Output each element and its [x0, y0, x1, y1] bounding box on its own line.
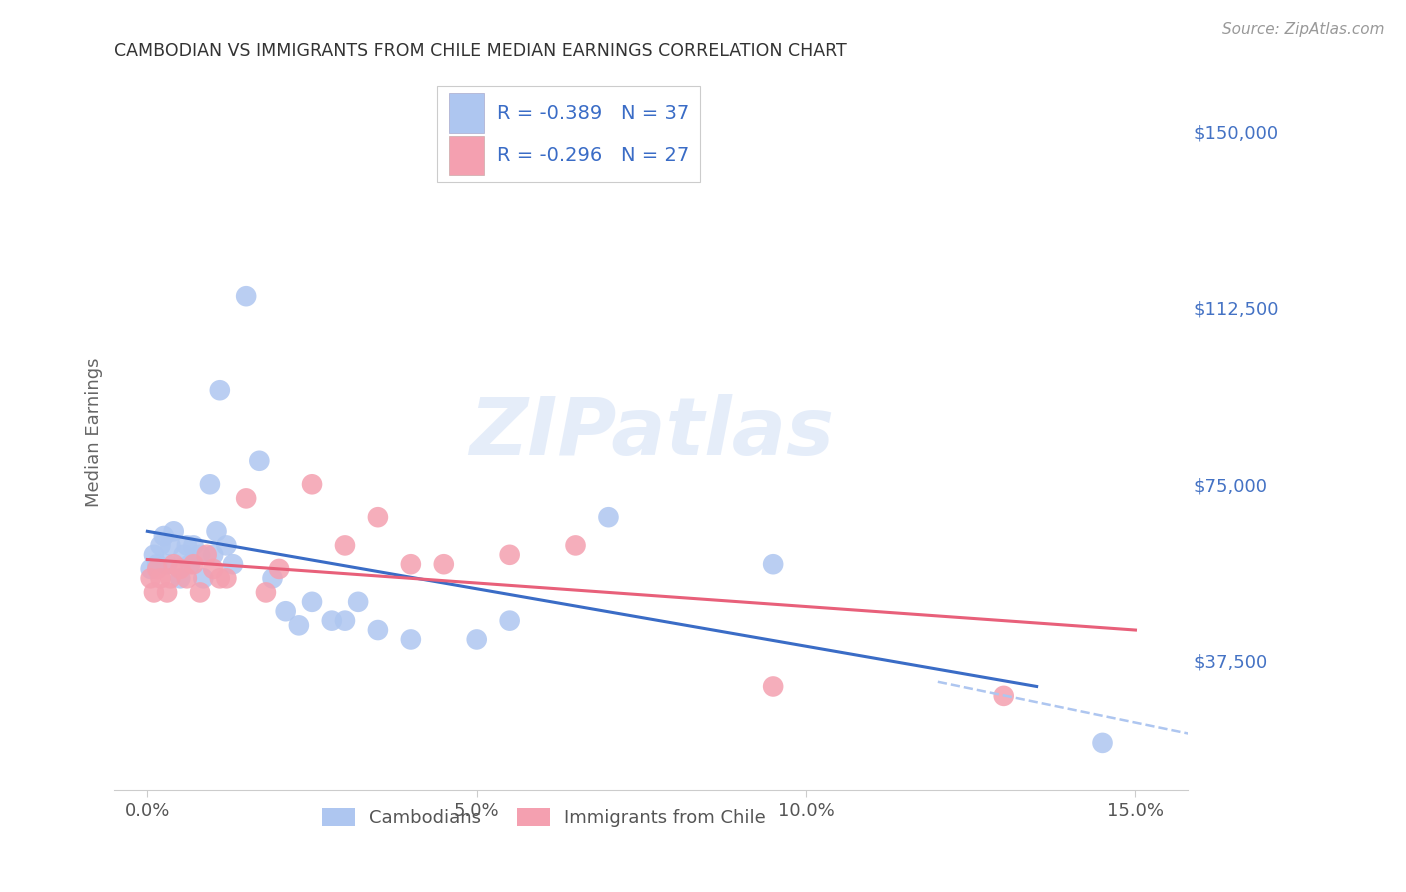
Point — [188, 585, 211, 599]
Point — [498, 548, 520, 562]
FancyBboxPatch shape — [450, 94, 484, 133]
Text: CAMBODIAN VS IMMIGRANTS FROM CHILE MEDIAN EARNINGS CORRELATION CHART: CAMBODIAN VS IMMIGRANTS FROM CHILE MEDIA… — [114, 42, 848, 60]
Point — [564, 538, 586, 552]
Point — [433, 558, 456, 572]
Point — [139, 562, 162, 576]
Point — [208, 571, 231, 585]
Point — [269, 562, 291, 576]
Point — [156, 558, 179, 572]
Point — [762, 558, 785, 572]
Point — [179, 558, 201, 572]
Point — [153, 529, 176, 543]
Point — [235, 491, 257, 506]
Point — [173, 548, 195, 562]
Point — [215, 571, 238, 585]
Point — [367, 510, 389, 524]
Text: Source: ZipAtlas.com: Source: ZipAtlas.com — [1222, 22, 1385, 37]
Point — [188, 548, 211, 562]
Point — [208, 383, 231, 397]
Point — [202, 548, 225, 562]
Point — [367, 623, 389, 637]
Point — [288, 618, 311, 632]
Point — [321, 614, 343, 628]
Point — [254, 585, 277, 599]
Point — [274, 604, 297, 618]
Point — [222, 558, 245, 572]
Point — [159, 571, 181, 585]
Point — [169, 562, 191, 576]
Point — [399, 632, 422, 647]
Point — [163, 558, 186, 572]
Point — [163, 524, 186, 539]
Point — [215, 538, 238, 552]
Point — [139, 571, 162, 585]
Point — [1091, 736, 1114, 750]
Text: R = -0.296   N = 27: R = -0.296 N = 27 — [496, 145, 689, 165]
Point — [156, 585, 179, 599]
Point — [399, 558, 422, 572]
Point — [195, 548, 218, 562]
Point — [142, 585, 165, 599]
Point — [146, 558, 169, 572]
Point — [142, 548, 165, 562]
Point — [247, 454, 270, 468]
Point — [183, 538, 205, 552]
Point — [205, 524, 228, 539]
Point — [762, 680, 785, 694]
Point — [993, 689, 1015, 703]
Point — [498, 614, 520, 628]
Point — [465, 632, 488, 647]
Text: R = -0.389   N = 37: R = -0.389 N = 37 — [496, 103, 689, 122]
Point — [193, 571, 215, 585]
Point — [149, 538, 172, 552]
Point — [235, 289, 257, 303]
Point — [146, 562, 169, 576]
Point — [149, 571, 172, 585]
Point — [169, 571, 191, 585]
Point — [183, 558, 205, 572]
Legend: Cambodians, Immigrants from Chile: Cambodians, Immigrants from Chile — [315, 801, 773, 835]
FancyBboxPatch shape — [436, 86, 700, 182]
Point — [262, 571, 284, 585]
Point — [176, 538, 198, 552]
Point — [202, 562, 225, 576]
Point — [176, 571, 198, 585]
Point — [301, 595, 323, 609]
Y-axis label: Median Earnings: Median Earnings — [86, 358, 103, 508]
Point — [301, 477, 323, 491]
Point — [347, 595, 370, 609]
Text: ZIPatlas: ZIPatlas — [468, 393, 834, 472]
FancyBboxPatch shape — [450, 136, 484, 175]
Point — [159, 538, 181, 552]
Point — [598, 510, 620, 524]
Point — [198, 477, 221, 491]
Point — [333, 538, 356, 552]
Point — [333, 614, 356, 628]
